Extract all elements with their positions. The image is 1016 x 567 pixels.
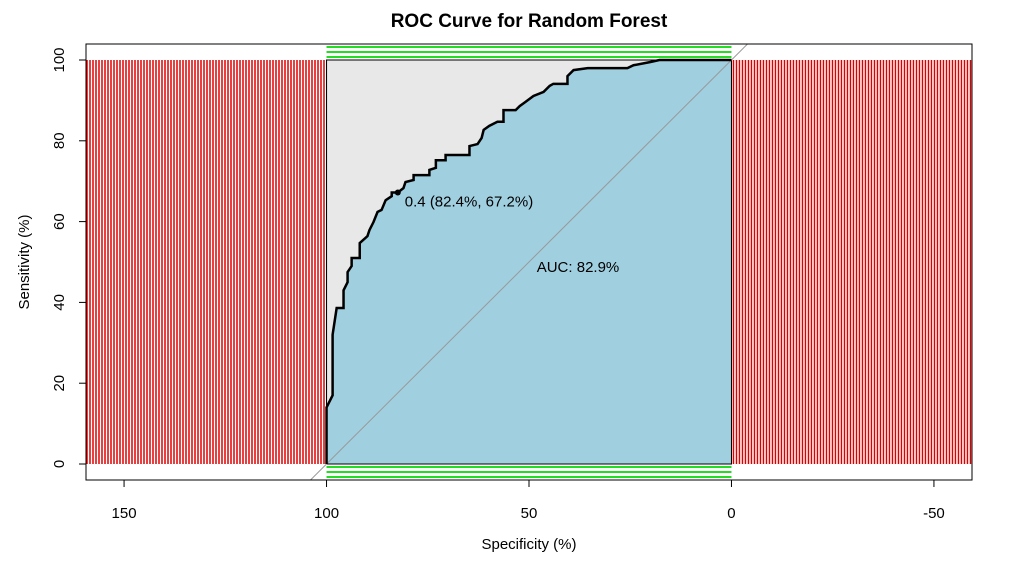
x-tick-label: 50 [521, 505, 538, 522]
y-axis-label: Sensitivity (%) [16, 214, 33, 309]
y-tick-label: 60 [51, 213, 68, 230]
y-tick-label: 40 [51, 294, 68, 311]
y-tick-label: 80 [51, 132, 68, 149]
chart-title: ROC Curve for Random Forest [391, 11, 668, 32]
y-tick-label: 0 [51, 460, 68, 468]
roc-curve [325, 58, 732, 465]
y-tick-label: 100 [51, 47, 68, 72]
square-border [326, 59, 732, 465]
auc-label: AUC: 82.9% [537, 259, 620, 276]
x-tick-label: 100 [314, 505, 339, 522]
x-tick-label: 150 [112, 505, 137, 522]
diagonal [309, 44, 749, 480]
threshold-label: 0.4 (82.4%, 67.2%) [405, 193, 533, 210]
x-tick-label: -50 [923, 505, 945, 522]
x-axis-label: Specificity (%) [481, 536, 576, 553]
threshold-point [394, 189, 401, 196]
y-tick-label: 20 [51, 375, 68, 392]
x-tick-label: 0 [727, 505, 735, 522]
